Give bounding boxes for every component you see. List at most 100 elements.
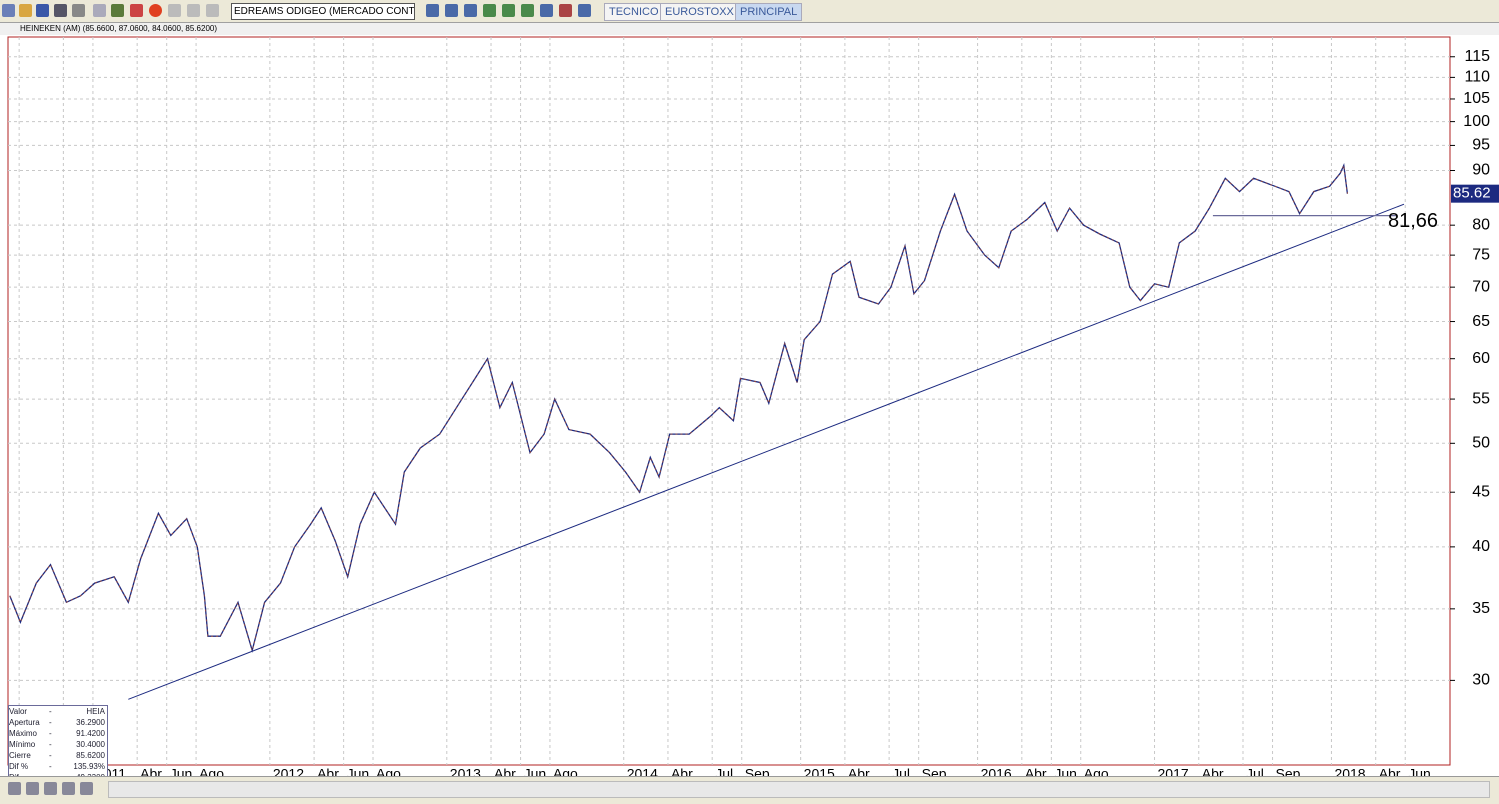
x-tick-label: Sep — [1276, 766, 1301, 778]
icon[interactable] — [80, 782, 93, 795]
y-tick-label: 60 — [1472, 350, 1490, 367]
x-tick-label: Jul — [892, 766, 910, 778]
x-tick-label: Sep — [745, 766, 770, 778]
icon[interactable] — [559, 4, 572, 17]
chart: HEINEKEN (AM) (85.6600, 87.0600, 84.0600… — [0, 23, 1499, 778]
info-cell: 30.4000 — [76, 740, 105, 749]
icon[interactable] — [521, 4, 534, 17]
tab[interactable]: TECNICO — [604, 3, 664, 21]
info-row: Apertura - 36.2900 — [9, 717, 107, 728]
icon[interactable] — [206, 4, 219, 17]
y-tick-label: 95 — [1472, 137, 1490, 154]
icon[interactable] — [2, 4, 15, 17]
y-tick-label: 65 — [1472, 313, 1490, 330]
info-panel: Valor - HEIA Apertura -36.2900 Máximo -91.4200… — [8, 705, 108, 784]
x-tick-label: Abr — [1379, 766, 1401, 778]
tab[interactable]: EUROSTOXX — [660, 3, 739, 21]
icon[interactable] — [426, 4, 439, 17]
chart-window: HEINEKEN (AM) (85.6600, 87.0600, 84.0600… — [0, 23, 1499, 803]
info-cell: Dif % — [9, 762, 29, 771]
y-tick-label: 45 — [1472, 483, 1490, 500]
icon[interactable] — [62, 782, 75, 795]
x-tick-label: Ago — [376, 766, 401, 778]
y-tick-label: 115 — [1464, 48, 1490, 65]
icon[interactable] — [44, 782, 57, 795]
info-cell: Mínimo — [9, 740, 36, 749]
x-tick-label: 2014 — [627, 766, 658, 778]
info-cell: - — [49, 718, 52, 727]
scrollbar[interactable] — [108, 781, 1490, 798]
y-tick-label: 30 — [1472, 672, 1490, 689]
info-row: Cierre - 85.6200 — [9, 750, 107, 761]
icon[interactable] — [149, 4, 162, 17]
x-tick-label: 2013 — [450, 766, 481, 778]
x-tick-label: Sep — [922, 766, 947, 778]
x-tick-label: Abr — [494, 766, 516, 778]
info-cell: Apertura — [9, 718, 40, 727]
icon[interactable] — [464, 4, 477, 17]
x-tick-label: 2016 — [981, 766, 1012, 778]
x-tick-label: Jul — [1246, 766, 1264, 778]
chart-header — [0, 23, 1499, 35]
info-cell: Cierre — [9, 751, 31, 760]
plot-frame — [7, 36, 1451, 766]
info-cell: 135.93% — [73, 762, 105, 771]
info-row: Máximo - 91.4200 — [9, 728, 107, 739]
icon[interactable] — [502, 4, 515, 17]
icon[interactable] — [540, 4, 553, 17]
x-tick-label: Abr — [671, 766, 693, 778]
info-cell: 85.6200 — [76, 751, 105, 760]
info-cell: - — [49, 707, 52, 716]
x-tick-label: Abr — [848, 766, 870, 778]
x-tick-label: Jun — [1054, 766, 1077, 778]
icon[interactable] — [93, 4, 106, 17]
icon[interactable] — [36, 4, 49, 17]
x-tick-label: 2018 — [1334, 766, 1365, 778]
info-cell: 91.4200 — [76, 729, 105, 738]
trendline — [128, 203, 1405, 700]
y-tick-label: 70 — [1472, 278, 1490, 295]
y-tick-label: 75 — [1472, 246, 1490, 263]
x-tick-label: 2012 — [273, 766, 304, 778]
icon[interactable] — [187, 4, 200, 17]
support-label: 81,66 — [1388, 210, 1438, 232]
y-tick-label: 80 — [1472, 216, 1490, 233]
y-tick-label: 50 — [1472, 435, 1490, 452]
y-tick-label: 55 — [1472, 390, 1490, 407]
x-tick-label: Ago — [199, 766, 224, 778]
x-tick-label: Ago — [1084, 766, 1109, 778]
tab[interactable]: PRINCIPAL — [735, 3, 803, 21]
x-tick-label: Jun — [347, 766, 370, 778]
symbol-select[interactable]: EDREAMS ODIGEO (MERCADO CONTINUO) — [231, 3, 415, 20]
icon[interactable] — [111, 4, 124, 17]
icon[interactable] — [8, 782, 21, 795]
x-tick-label: Jun — [524, 766, 547, 778]
x-tick-label: Jun — [170, 766, 193, 778]
icon[interactable] — [26, 782, 39, 795]
icon[interactable] — [168, 4, 181, 17]
chart-title: HEINEKEN (AM) (85.6600, 87.0600, 84.0600… — [20, 24, 217, 33]
last-price-label: 85.62 — [1453, 185, 1491, 202]
icon[interactable] — [19, 4, 32, 17]
icon[interactable] — [445, 4, 458, 17]
info-cell: - — [49, 751, 52, 760]
icon[interactable] — [72, 4, 85, 17]
x-tick-label: Jul — [715, 766, 733, 778]
icon[interactable] — [130, 4, 143, 17]
icon[interactable] — [483, 4, 496, 17]
status-bar — [0, 776, 1499, 804]
icon[interactable] — [578, 4, 591, 17]
info-cell: Valor — [9, 707, 28, 716]
info-row: Mínimo - 30.4000 — [9, 739, 107, 750]
info-cell: Máximo — [9, 729, 38, 738]
info-cell: HEIA — [86, 707, 105, 716]
y-tick-label: 100 — [1463, 113, 1490, 130]
x-tick-label: Jun — [1408, 766, 1431, 778]
icon[interactable] — [54, 4, 67, 17]
x-tick-label: 2015 — [804, 766, 835, 778]
y-tick-label: 40 — [1472, 538, 1490, 555]
x-tick-label: Abr — [1025, 766, 1047, 778]
x-tick-label: Abr — [317, 766, 339, 778]
toolbar: EDREAMS ODIGEO (MERCADO CONTINUO) TECNIC… — [0, 0, 1499, 23]
y-tick-label: 110 — [1464, 69, 1490, 86]
